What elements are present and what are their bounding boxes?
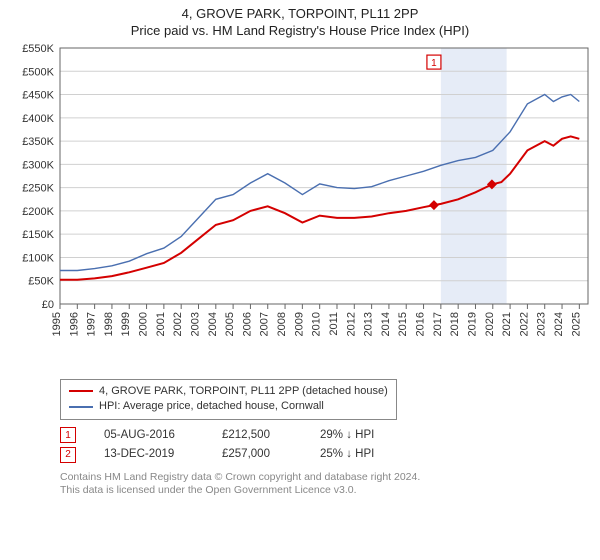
footnote-line2: This data is licensed under the Open Gov… xyxy=(60,484,600,498)
svg-text:2002: 2002 xyxy=(172,312,184,336)
legend-row: 4, GROVE PARK, TORPOINT, PL11 2PP (detac… xyxy=(69,384,388,399)
svg-text:£500K: £500K xyxy=(22,66,54,78)
sale-delta: 29% ↓ HPI xyxy=(320,426,374,446)
sale-marker-box: 1 xyxy=(60,427,76,443)
chart-area: £0 £50K £100K £150K £200K £250K £300K £350K £400… xyxy=(0,40,600,375)
svg-text:2015: 2015 xyxy=(397,312,409,336)
svg-text:2019: 2019 xyxy=(466,312,478,336)
legend-label: 4, GROVE PARK, TORPOINT, PL11 2PP (detac… xyxy=(99,384,388,399)
chart-title: 4, GROVE PARK, TORPOINT, PL11 2PP Price … xyxy=(0,0,600,40)
svg-text:£200K: £200K xyxy=(22,206,54,218)
legend-swatch xyxy=(69,406,93,408)
line-chart-svg: £0 £50K £100K £150K £200K £250K £300K £350K £400… xyxy=(0,40,600,370)
svg-text:£150K: £150K xyxy=(22,229,54,241)
footnote: Contains HM Land Registry data © Crown c… xyxy=(60,471,600,498)
sale-date: 05-AUG-2016 xyxy=(104,426,194,446)
svg-text:2022: 2022 xyxy=(518,312,530,336)
svg-text:2011: 2011 xyxy=(328,312,340,336)
svg-text:2006: 2006 xyxy=(241,312,253,336)
svg-text:2009: 2009 xyxy=(293,312,305,336)
svg-text:2025: 2025 xyxy=(570,312,582,336)
svg-text:1997: 1997 xyxy=(86,312,98,336)
svg-text:2017: 2017 xyxy=(432,312,444,336)
svg-text:2005: 2005 xyxy=(224,312,236,336)
svg-text:2007: 2007 xyxy=(259,312,271,336)
sale-marker-box: 2 xyxy=(60,447,76,463)
sale-price: £257,000 xyxy=(222,445,292,465)
legend: 4, GROVE PARK, TORPOINT, PL11 2PP (detac… xyxy=(60,379,397,420)
svg-text:2012: 2012 xyxy=(345,312,357,336)
sale-price: £212,500 xyxy=(222,426,292,446)
svg-text:2001: 2001 xyxy=(155,312,167,336)
svg-text:£550K: £550K xyxy=(22,43,54,55)
svg-text:£50K: £50K xyxy=(28,276,54,288)
legend-swatch xyxy=(69,390,93,392)
svg-text:2000: 2000 xyxy=(138,312,150,336)
svg-text:£100K: £100K xyxy=(22,252,54,264)
svg-text:£250K: £250K xyxy=(22,182,54,194)
svg-text:1996: 1996 xyxy=(68,312,80,336)
svg-text:1999: 1999 xyxy=(120,312,132,336)
svg-text:2024: 2024 xyxy=(553,312,565,336)
svg-text:2018: 2018 xyxy=(449,312,461,336)
svg-text:2013: 2013 xyxy=(363,312,375,336)
svg-text:£350K: £350K xyxy=(22,136,54,148)
title-line2: Price paid vs. HM Land Registry's House … xyxy=(0,23,600,40)
sale-delta: 25% ↓ HPI xyxy=(320,445,374,465)
svg-text:£300K: £300K xyxy=(22,159,54,171)
sale-row: 2 13-DEC-2019 £257,000 25% ↓ HPI xyxy=(60,445,600,465)
sales-table: 1 05-AUG-2016 £212,500 29% ↓ HPI 2 13-DEC-201… xyxy=(60,426,600,465)
svg-text:1995: 1995 xyxy=(51,312,63,336)
svg-text:2016: 2016 xyxy=(415,312,427,336)
svg-text:2014: 2014 xyxy=(380,312,392,336)
svg-text:£0: £0 xyxy=(42,299,54,311)
svg-text:2008: 2008 xyxy=(276,312,288,336)
title-line1: 4, GROVE PARK, TORPOINT, PL11 2PP xyxy=(0,6,600,23)
legend-row: HPI: Average price, detached house, Corn… xyxy=(69,399,388,414)
sale-label-num-1: 1 xyxy=(431,58,437,69)
sale-date: 13-DEC-2019 xyxy=(104,445,194,465)
svg-text:2004: 2004 xyxy=(207,312,219,336)
svg-text:£400K: £400K xyxy=(22,113,54,125)
svg-text:2003: 2003 xyxy=(189,312,201,336)
footnote-line1: Contains HM Land Registry data © Crown c… xyxy=(60,471,600,485)
legend-label: HPI: Average price, detached house, Corn… xyxy=(99,399,324,414)
svg-text:£450K: £450K xyxy=(22,89,54,101)
svg-text:2010: 2010 xyxy=(311,312,323,336)
svg-text:2023: 2023 xyxy=(536,312,548,336)
sale-row: 1 05-AUG-2016 £212,500 29% ↓ HPI xyxy=(60,426,600,446)
svg-text:2021: 2021 xyxy=(501,312,513,336)
svg-text:2020: 2020 xyxy=(484,312,496,336)
svg-text:1998: 1998 xyxy=(103,312,115,336)
